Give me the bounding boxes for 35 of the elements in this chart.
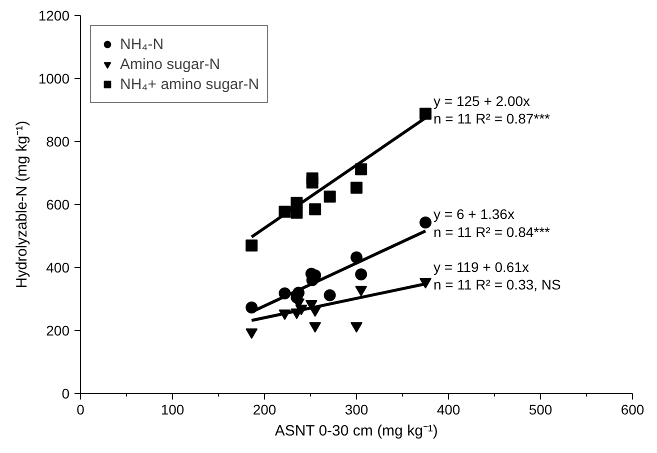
point: [350, 322, 362, 333]
y-tick-label: 1200: [38, 8, 70, 24]
point: [246, 239, 258, 252]
point: [309, 322, 322, 333]
point: [355, 268, 368, 280]
legend-label: NH₄+ amino sugar-N: [120, 74, 260, 94]
x-tick-label: 500: [528, 402, 552, 418]
point: [355, 286, 368, 296]
y-tick-label: 800: [46, 134, 70, 150]
annotation: y = 119 + 0.61x n = 11 R² = 0.33, NS: [434, 259, 561, 293]
y-tick-label: 400: [46, 260, 70, 276]
point: [324, 190, 336, 203]
annotation: y = 6 + 1.36x n = 11 R² = 0.84***: [434, 206, 551, 240]
y-tick-label: 0: [62, 386, 70, 402]
y-tick-label: 200: [46, 322, 70, 338]
y-axis-title: Hydrolyzable-N (mg kg⁻¹): [13, 120, 30, 288]
x-tick-label: 200: [252, 402, 276, 418]
y-tick-label: 600: [46, 196, 70, 212]
x-tick-label: 100: [160, 402, 184, 418]
legend-label: Amino sugar-N: [120, 54, 220, 74]
x-axis-title: ASNT 0-30 cm (mg kg⁻¹): [274, 422, 438, 440]
x-tick-label: 400: [436, 402, 460, 418]
point: [350, 182, 362, 194]
point: [324, 289, 336, 302]
point: [246, 328, 258, 339]
point: [420, 108, 432, 120]
x-tick-label: 600: [620, 402, 644, 418]
x-tick-label: 0: [76, 402, 85, 418]
y-tick-label: 1000: [38, 70, 70, 86]
annotation: y = 125 + 2.00x n = 11 R² = 0.87***: [434, 93, 551, 127]
point: [309, 203, 322, 216]
point: [306, 176, 318, 188]
legend-label: NH₄-N: [120, 34, 164, 54]
x-tick-label: 300: [344, 402, 368, 418]
point: [420, 216, 432, 228]
